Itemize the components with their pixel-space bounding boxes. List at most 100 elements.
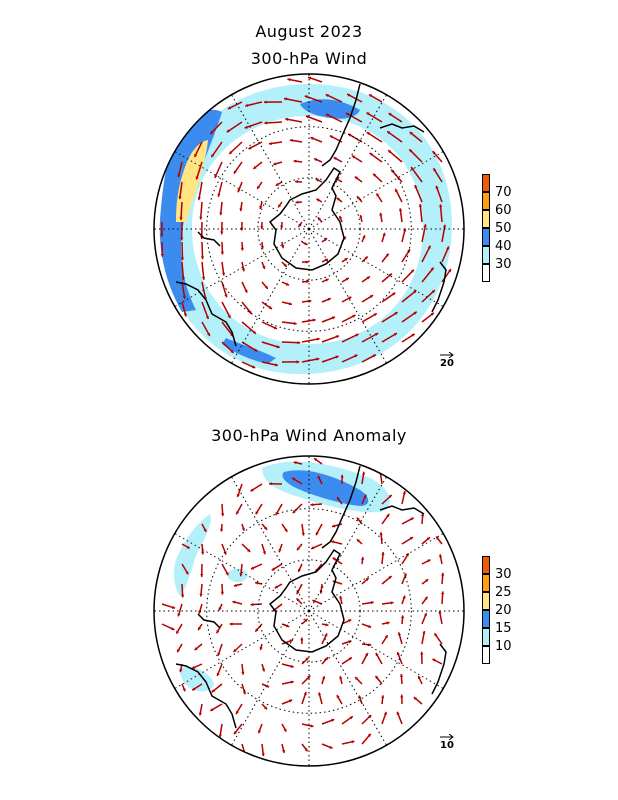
wind-vector-head: [368, 643, 372, 647]
panel1-title: 300-hPa Wind: [250, 49, 368, 68]
wind-vector-head: [410, 517, 414, 521]
colorbar-label: 15: [495, 621, 512, 636]
wind-vector-head: [400, 615, 405, 619]
meridian-line: [308, 610, 387, 746]
wind-vector-head: [368, 624, 372, 628]
wind-vector-head: [268, 141, 272, 146]
wind-vector-head: [271, 567, 275, 571]
wind-vector-head: [172, 605, 176, 609]
wind-vector-head: [240, 247, 244, 251]
wind-vector-head: [312, 599, 316, 603]
wind-vector: [386, 130, 403, 143]
wind-vector-head: [283, 728, 287, 732]
wind-vector-head: [327, 297, 331, 301]
wind-vector-head: [264, 285, 268, 289]
wind-vector-head: [305, 115, 309, 119]
wind-vector-head: [214, 174, 218, 178]
wind-vector-head: [336, 197, 340, 201]
wind-vector-head: [230, 349, 234, 353]
wind-vector-head: [216, 672, 220, 676]
wind-vector: [441, 246, 450, 263]
wind-vector: [401, 311, 418, 323]
wind-vector-head: [205, 315, 209, 319]
wind-vector: [379, 470, 383, 485]
wind-vector-head: [417, 675, 421, 680]
wind-vector-head: [171, 627, 175, 631]
wind-vector-head: [306, 279, 310, 284]
wind-vector-head: [218, 607, 222, 611]
wind-vector: [241, 341, 258, 352]
wind-vector-head: [391, 169, 395, 173]
wind-vector: [221, 321, 234, 337]
wind-vector-head: [229, 150, 233, 154]
wind-vector-head: [293, 321, 297, 325]
wind-vector-head: [329, 745, 333, 749]
wind-vector-head: [242, 691, 246, 695]
wind-vector-head: [259, 205, 263, 209]
wind-vector-head: [284, 528, 288, 532]
colorbar-swatch-yellow: [482, 210, 490, 228]
wind-vector-head: [446, 246, 450, 250]
wind-vector-head: [316, 357, 320, 361]
wind-vector-head: [423, 613, 427, 617]
wind-vector-head: [289, 699, 293, 703]
wind-vector-head: [194, 153, 198, 158]
wind-vector-head: [390, 601, 394, 605]
wind-vector-head: [352, 155, 356, 159]
wind-vector-head: [405, 553, 409, 557]
wind-vector: [366, 111, 383, 123]
panel1-map: [153, 73, 465, 385]
wind-vector-head: [192, 687, 196, 691]
wind-vector-head: [274, 585, 278, 589]
wind-vector-head: [402, 595, 406, 599]
wind-vector: [261, 321, 278, 330]
wind-vector-head: [411, 333, 415, 337]
reference-vector-label: 20: [440, 358, 454, 369]
wind-vector-head: [348, 619, 352, 623]
wind-vector-head: [297, 341, 301, 345]
wind-vector-head: [427, 559, 431, 563]
wind-vector-head: [345, 277, 349, 281]
meridian-line: [308, 151, 444, 230]
wind-speed-jet-west-50: [176, 140, 208, 222]
wind-vector-head: [280, 225, 284, 229]
wind-vector-head: [348, 296, 352, 300]
wind-vector-head: [354, 354, 358, 358]
wind-vector-head: [227, 106, 232, 110]
meridian-line: [231, 94, 310, 230]
latitude-circle: [257, 177, 361, 281]
wind-vector-head: [293, 461, 297, 465]
wind-vector-head: [289, 138, 293, 143]
wind-vector-head: [332, 557, 336, 561]
wind-vector-head: [183, 313, 187, 317]
wind-vector-head: [234, 731, 237, 735]
wind-vector-head: [310, 724, 314, 728]
colorbar-swatch-light-blue: [482, 246, 490, 264]
wind-vector-head: [200, 574, 204, 577]
wind-vector-head: [179, 217, 183, 221]
wind-vector-head: [269, 482, 272, 486]
wind-vector-head: [388, 113, 392, 117]
wind-vector-head: [237, 189, 241, 193]
wind-vector-head: [263, 706, 267, 710]
wind-vector-head: [220, 591, 224, 595]
wind-vector-head: [258, 730, 262, 734]
wind-vector-head: [340, 474, 344, 478]
wind-vector-head: [375, 675, 379, 680]
wind-vector-head: [394, 312, 398, 315]
panel2-shading: [154, 456, 464, 766]
wind-vector: [301, 337, 320, 343]
panel2-grid: [154, 456, 464, 766]
meridian-line: [231, 228, 310, 364]
wind-vector-head: [442, 224, 447, 228]
wind-vector-head: [387, 131, 391, 135]
wind-vector: [325, 113, 343, 123]
wind-vector-head: [293, 159, 297, 163]
wind-vector-head: [359, 215, 363, 218]
reference-arrow-icon: [440, 734, 454, 740]
wind-vector-head: [352, 314, 356, 318]
wind-vector-head: [276, 345, 280, 349]
wind-vector-head: [331, 316, 335, 320]
wind-vector-head: [247, 548, 251, 552]
